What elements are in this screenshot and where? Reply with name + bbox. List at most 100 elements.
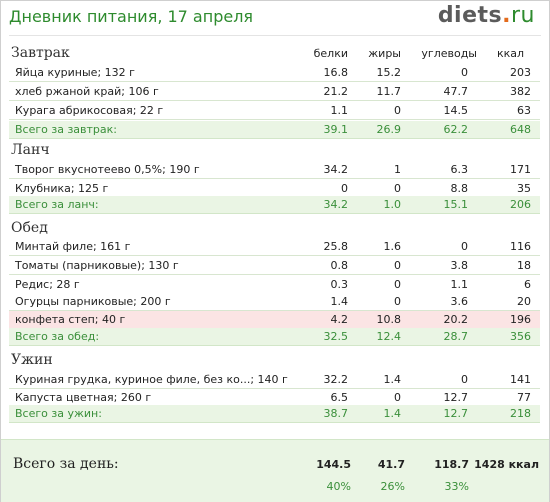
food-row[interactable]: Капуста цветная; 260 г 6.5 0 12.7 77 [9,389,540,407]
food-name: конфета степ; 40 г [15,313,126,326]
day-kcal-total: 1428 ккал [474,458,539,471]
fat-total: 1.4 [383,407,402,420]
protein-value: 0 [341,182,348,195]
kcal-value: 382 [510,85,531,98]
fat-total: 26.9 [376,123,402,136]
day-carbs-percent: 33% [444,480,469,493]
kcal-value: 203 [510,66,531,79]
fat-value: 11.7 [376,85,402,98]
day-total-panel: Всего за день: 144.5 41.7 118.7 1428 кка… [1,439,549,502]
food-row[interactable]: Творог вкуснотеево 0,5%; 190 г 34.2 1 6.… [9,161,540,179]
kcal-total: 648 [510,123,531,136]
day-protein-total: 144.5 [316,458,351,471]
kcal-value: 6 [524,278,531,291]
fat-value: 0 [394,391,401,404]
meal-title-lunch: Ланч [11,142,50,158]
protein-total: 32.5 [323,330,349,343]
food-row[interactable]: Минтай филе; 161 г 25.8 1.6 0 116 [9,238,540,256]
total-label: Всего за завтрак: [15,123,118,136]
fat-value: 10.8 [376,313,402,326]
meal-title-breakfast: Завтрак [11,45,70,61]
meal-total-row: Всего за завтрак: 39.1 26.9 62.2 648 [9,121,540,139]
carbs-value: 12.7 [443,391,469,404]
page-title: Дневник питания, 17 апреля [9,7,254,26]
kcal-value: 116 [510,240,531,253]
fat-value: 0 [394,182,401,195]
meal-total-row: Всего за ланч: 34.2 1.0 15.1 206 [9,196,540,214]
carbs-total: 62.2 [443,123,469,136]
meal-total-row: Всего за ужин: 38.7 1.4 12.7 218 [9,405,540,423]
kcal-value: 35 [517,182,531,195]
carbs-value: 20.2 [443,313,469,326]
food-name: Капуста цветная; 260 г [15,391,152,404]
protein-value: 21.2 [323,85,349,98]
meal-title-supper: Ужин [11,352,53,368]
day-protein-percent: 40% [326,480,351,493]
food-name: Минтай филе; 161 г [15,240,131,253]
kcal-total: 206 [510,198,531,211]
food-name: Курага абрикосовая; 22 г [15,104,164,117]
kcal-value: 63 [517,104,531,117]
food-row[interactable]: Куриная грудка, куриное филе, без ко...;… [9,371,540,389]
protein-value: 25.8 [323,240,349,253]
protein-value: 32.2 [323,373,349,386]
protein-value: 1.1 [330,104,349,117]
kcal-value: 18 [517,259,531,272]
food-row-warning[interactable]: конфета степ; 40 г 4.2 10.8 20.2 196 [9,311,540,329]
total-label: Всего за ланч: [15,198,99,211]
carbs-value: 3.8 [450,259,469,272]
logo-tld: ru [511,3,535,28]
food-row[interactable]: Томаты (парниковые); 130 г 0.8 0 3.8 18 [9,257,540,275]
kcal-value: 141 [510,373,531,386]
protein-total: 39.1 [323,123,349,136]
carbs-value: 0 [461,373,468,386]
food-name: Огурцы парниковые; 200 г [15,295,171,308]
kcal-total: 218 [510,407,531,420]
meal-title-dinner: Обед [11,220,48,236]
fat-value: 0 [394,295,401,308]
total-label: Всего за обед: [15,330,100,343]
fat-value: 0 [394,104,401,117]
food-row[interactable]: хлеб ржаной край; 106 г 21.2 11.7 47.7 3… [9,83,540,101]
carbs-value: 0 [461,66,468,79]
carbs-value: 3.6 [450,295,469,308]
kcal-value: 171 [510,163,531,176]
food-row[interactable]: Курага абрикосовая; 22 г 1.1 0 14.5 63 [9,102,540,120]
total-label: Всего за ужин: [15,407,102,420]
kcal-value: 77 [517,391,531,404]
food-row[interactable]: Огурцы парниковые; 200 г 1.4 0 3.6 20 [9,293,540,311]
fat-total: 12.4 [376,330,402,343]
protein-total: 34.2 [323,198,349,211]
fat-value: 1.6 [383,240,402,253]
kcal-value: 196 [510,313,531,326]
food-name: Томаты (парниковые); 130 г [15,259,179,272]
carbs-total: 28.7 [443,330,469,343]
fat-value: 1 [394,163,401,176]
food-name: Клубника; 125 г [15,182,109,195]
protein-value: 0.8 [330,259,349,272]
logo-dot: . [502,3,511,28]
food-row[interactable]: Яйца куриные; 132 г 16.8 15.2 0 203 [9,64,540,82]
day-carbs-total: 118.7 [434,458,469,471]
column-header-protein: белки [313,47,348,60]
carbs-value: 8.8 [450,182,469,195]
food-row[interactable]: Редис; 28 г 0.3 0 1.1 6 [9,276,540,294]
header-divider [9,35,541,36]
day-fat-total: 41.7 [377,458,405,471]
diets-logo[interactable]: diets.ru [438,3,535,28]
fat-total: 1.0 [383,198,402,211]
carbs-value: 47.7 [443,85,469,98]
kcal-value: 20 [517,295,531,308]
food-name: Куриная грудка, куриное филе, без ко...;… [15,373,288,386]
protein-value: 34.2 [323,163,349,176]
carbs-value: 14.5 [443,104,469,117]
carbs-value: 1.1 [450,278,469,291]
food-name: Яйца куриные; 132 г [15,66,135,79]
carbs-total: 12.7 [443,407,469,420]
kcal-total: 356 [510,330,531,343]
logo-main: diets [437,3,503,28]
food-name: Творог вкуснотеево 0,5%; 190 г [15,163,200,176]
protein-value: 16.8 [323,66,349,79]
meal-total-row: Всего за обед: 32.5 12.4 28.7 356 [9,328,540,346]
